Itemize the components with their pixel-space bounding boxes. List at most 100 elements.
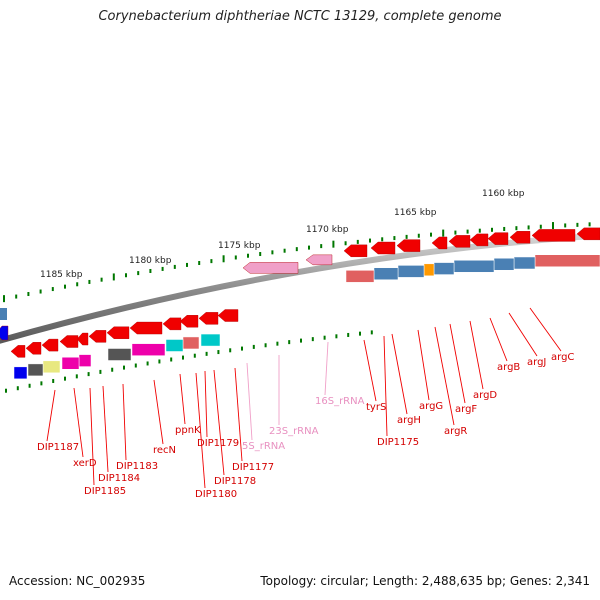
- scale-dot: [369, 238, 371, 243]
- inner-scale-dot: [205, 351, 208, 356]
- inner-scale-dot: [170, 357, 173, 362]
- scale-dot: [247, 253, 249, 258]
- inner-scale-dot: [182, 355, 184, 360]
- analysis-block: [513, 256, 536, 270]
- gene-arrow: [129, 321, 163, 335]
- inner-scale-dot: [40, 381, 43, 386]
- inner-scale-dot: [5, 388, 7, 393]
- scale-dot: [344, 241, 347, 246]
- partial-block: [0, 308, 7, 320]
- inner-scale-dot: [64, 376, 66, 381]
- inner-scale-dot: [347, 332, 350, 337]
- analysis-block: [433, 262, 455, 275]
- gene-arrow: [0, 325, 9, 341]
- leader-line: [153, 379, 164, 445]
- inner-scale-dot: [217, 350, 220, 355]
- analysis-block: [61, 356, 80, 370]
- leader-line: [508, 312, 538, 357]
- gene-arrow: [41, 338, 59, 352]
- gene-arrow: [370, 241, 396, 255]
- scale-dot: [405, 234, 408, 239]
- leader-line: [73, 387, 84, 458]
- gene-label: DIP1180: [195, 489, 237, 500]
- scale-dot: [27, 292, 30, 297]
- analysis-block: [131, 343, 166, 356]
- gene-label: 5S_rRNA: [242, 441, 285, 452]
- inner-scale-dot: [123, 365, 125, 370]
- gene-arrow: [76, 332, 89, 346]
- leader-line: [363, 339, 377, 402]
- genome-backbone: [0, 232, 600, 344]
- scale-tick-label: 1175 kbp: [218, 241, 261, 251]
- gene-labels: argC argJ argB argD argF argR argG argH tyrS DIP1…: [37, 352, 574, 500]
- leader-line: [204, 370, 208, 438]
- leader-lines: [46, 307, 562, 489]
- analysis-block: [27, 363, 44, 377]
- gene-arrow: [576, 227, 600, 241]
- inner-scale-dot: [229, 348, 232, 353]
- scale-dot: [125, 273, 127, 278]
- scale-dot: [515, 226, 518, 231]
- analysis-block: [165, 339, 184, 352]
- scale-dot: [430, 232, 432, 237]
- analysis-block: [373, 267, 399, 280]
- leader-line: [469, 320, 484, 390]
- scale-dot: [186, 262, 188, 267]
- analysis-block: [200, 333, 221, 347]
- scale-dot: [271, 250, 274, 255]
- gene-label: ppnK: [175, 425, 201, 436]
- gene-label: DIP1183: [116, 461, 158, 472]
- analysis-block: [182, 336, 200, 350]
- gene-arrow: [25, 342, 42, 355]
- gene-label: argR: [444, 426, 467, 437]
- gene-label: xerD: [73, 458, 97, 469]
- inner-scale-dot: [28, 383, 31, 388]
- gene-arrow: [305, 254, 333, 266]
- scale-dot: [320, 244, 323, 249]
- analysis-block: [42, 360, 61, 374]
- gene-arrow: [531, 229, 576, 242]
- scale-dot: [442, 229, 445, 237]
- gene-arrow: [179, 315, 199, 328]
- analysis-track: [13, 254, 600, 380]
- inner-scale-dot: [99, 369, 102, 374]
- leader-line: [529, 307, 562, 352]
- inner-scale-dot: [16, 386, 19, 391]
- scale-dot: [588, 222, 591, 227]
- scale-dot: [478, 228, 481, 233]
- inner-scale-dot: [311, 337, 314, 342]
- inner-scale-dot: [158, 359, 161, 364]
- gene-label: 23S_rRNA: [269, 426, 319, 437]
- scale-dot: [503, 226, 506, 231]
- scale-dot: [112, 273, 115, 281]
- gene-arrow: [448, 235, 471, 248]
- inner-scale-dot: [288, 340, 291, 345]
- gene-label: DIP1175: [377, 437, 419, 448]
- scale-dot: [137, 271, 140, 276]
- gene-label: argC: [551, 352, 574, 363]
- scale-tick-labels: 1160 kbp 1165 kbp 1170 kbp 1175 kbp 1180 kbp…: [40, 189, 525, 280]
- gene-arrow: [198, 312, 219, 325]
- leader-line: [417, 329, 430, 401]
- gene-label: DIP1177: [232, 462, 274, 473]
- leader-line: [179, 373, 186, 425]
- inner-scale-dot: [370, 330, 373, 335]
- inner-scale-dot: [264, 343, 267, 348]
- leader-line: [46, 389, 56, 442]
- gene-label: DIP1179: [197, 438, 239, 449]
- inner-scale-dot: [134, 363, 137, 368]
- scale-dot: [64, 284, 66, 289]
- gene-label: argJ: [527, 357, 546, 368]
- scale-dot: [295, 247, 298, 252]
- gene-arrow: [396, 239, 421, 252]
- leader-line: [383, 335, 388, 437]
- analysis-block: [345, 270, 375, 283]
- scale-dot: [51, 287, 54, 292]
- scale-dot: [466, 229, 469, 234]
- inner-scale-dot: [241, 346, 243, 351]
- genome-summary: Topology: circular; Length: 2,488,635 bp…: [260, 574, 590, 588]
- leader-line: [89, 387, 95, 486]
- analysis-block: [423, 263, 435, 277]
- inner-scale-dot: [111, 367, 114, 372]
